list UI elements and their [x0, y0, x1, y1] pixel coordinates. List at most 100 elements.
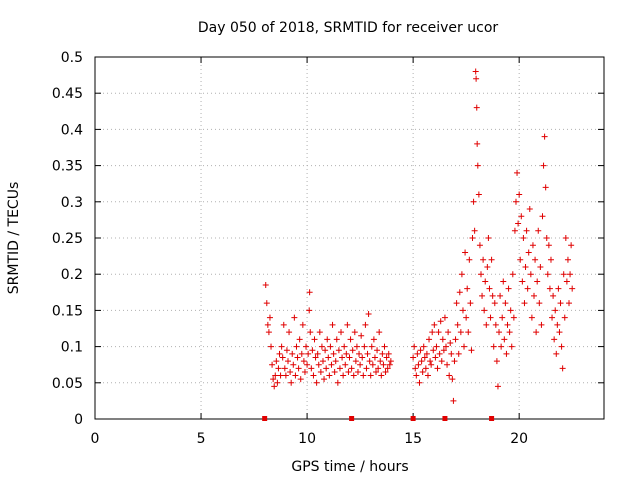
- data-point: [269, 361, 276, 368]
- data-point: [553, 350, 560, 357]
- data-point: [444, 361, 451, 368]
- data-point: [308, 365, 315, 372]
- data-point: [352, 358, 359, 365]
- data-point: [507, 307, 514, 314]
- data-point: [436, 350, 443, 357]
- data-point: [515, 220, 522, 227]
- data-point: [264, 321, 271, 328]
- data-point: [278, 343, 285, 350]
- data-point: [263, 300, 270, 307]
- data-point: [333, 336, 340, 343]
- y-tick-label: 0.3: [61, 195, 83, 211]
- data-point: [468, 347, 475, 354]
- x-tick-label: 15: [404, 431, 422, 447]
- data-point: [516, 191, 523, 198]
- data-point: [419, 368, 426, 375]
- data-point: [365, 311, 372, 318]
- data-point: [499, 314, 506, 321]
- data-point: [491, 300, 498, 307]
- data-point: [350, 372, 357, 379]
- data-point: [485, 235, 492, 241]
- data-point: [348, 365, 355, 372]
- data-point: [486, 285, 493, 292]
- data-point: [313, 379, 320, 386]
- data-point: [535, 227, 542, 234]
- data-point: [360, 372, 367, 379]
- data-point: [296, 336, 303, 343]
- data-point: [414, 350, 421, 357]
- data-point: [479, 292, 486, 299]
- data-point: [358, 332, 365, 339]
- data-point: [386, 361, 393, 368]
- data-point: [306, 307, 313, 314]
- data-point: [493, 358, 500, 365]
- data-point: [482, 278, 489, 285]
- y-tick-label: 0.45: [52, 86, 83, 102]
- data-point: [354, 368, 361, 375]
- data-point: [426, 336, 433, 343]
- data-point: [315, 361, 322, 368]
- data-point: [438, 358, 445, 365]
- data-point: [289, 350, 296, 357]
- data-point: [546, 285, 553, 292]
- data-point: [554, 321, 561, 328]
- data-point: [345, 368, 352, 375]
- data-point: [324, 336, 331, 343]
- data-point: [473, 104, 480, 111]
- data-point: [527, 271, 534, 278]
- data-point: [427, 358, 434, 365]
- data-point: [434, 365, 441, 372]
- data-point: [502, 300, 509, 307]
- data-point: [476, 242, 483, 249]
- data-point: [526, 206, 533, 213]
- data-point: [455, 350, 462, 357]
- data-point: [509, 271, 516, 278]
- x-tick-label: 10: [298, 431, 316, 447]
- data-point: [533, 329, 540, 336]
- data-point: [387, 358, 394, 365]
- data-point: [547, 256, 554, 263]
- data-point: [506, 329, 513, 336]
- data-point: [474, 162, 481, 169]
- data-point: [341, 343, 348, 350]
- data-point: [364, 350, 371, 357]
- data-point: [505, 285, 512, 292]
- data-point: [417, 347, 424, 354]
- data-point: [373, 368, 380, 375]
- data-point: [277, 372, 284, 379]
- data-point: [459, 307, 466, 314]
- data-point: [300, 358, 307, 365]
- data-point: [467, 300, 474, 307]
- data-point: [446, 372, 453, 379]
- data-point: [558, 343, 565, 350]
- data-point: [357, 361, 364, 368]
- data-point: [381, 343, 388, 350]
- data-point: [329, 321, 336, 328]
- data-point: [298, 350, 305, 357]
- data-point: [430, 347, 437, 354]
- data-point: [306, 289, 313, 296]
- data-point: [537, 263, 544, 270]
- y-tick-label: 0.15: [52, 303, 83, 319]
- data-point: [522, 263, 529, 270]
- data-point: [362, 321, 369, 328]
- data-point: [483, 321, 490, 328]
- data-point: [281, 365, 288, 372]
- data-point: [435, 329, 442, 336]
- data-point: [272, 372, 279, 379]
- data-point: [343, 350, 350, 357]
- y-tick-label: 0.4: [61, 122, 83, 138]
- data-point: [458, 271, 465, 278]
- data-point: [462, 249, 469, 256]
- data-point: [524, 285, 531, 292]
- grid-layer: [95, 57, 604, 419]
- data-point: [283, 347, 290, 354]
- data-point: [564, 256, 571, 263]
- data-point: [521, 300, 528, 307]
- data-point: [295, 365, 302, 372]
- data-point: [422, 365, 429, 372]
- x-tick-label: 5: [197, 431, 206, 447]
- data-point: [501, 336, 508, 343]
- data-point: [412, 365, 419, 372]
- data-point: [270, 376, 277, 383]
